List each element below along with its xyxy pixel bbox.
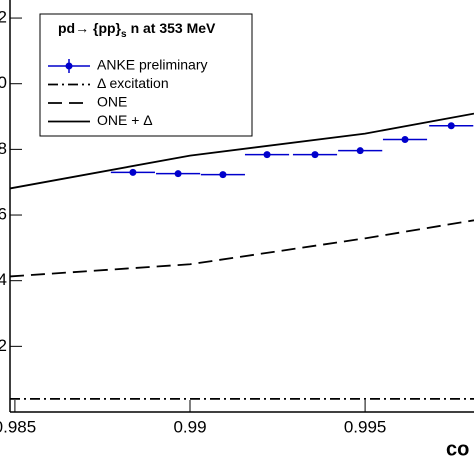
- y-tick-label: 1.2: [0, 8, 7, 27]
- y-tick-label: 0.2: [0, 336, 7, 355]
- data-point: [447, 122, 455, 130]
- line-series: [9, 219, 474, 278]
- legend-label: ANKE preliminary: [97, 57, 207, 73]
- legend-label: Δ excitation: [97, 75, 169, 91]
- title-main: pd→ {pp}: [58, 20, 122, 36]
- y-tick-label: 0.8: [0, 139, 7, 158]
- data-point: [263, 151, 271, 159]
- title-suffix: n at 353 MeV: [131, 20, 216, 36]
- x-axis-label: co: [446, 438, 469, 460]
- data-point: [401, 136, 409, 144]
- y-tick-label: 0.4: [0, 270, 7, 289]
- legend-marker: [65, 62, 73, 70]
- line-series: [9, 112, 474, 190]
- chart-title: pd→ {pp}s n at 353 MeV: [58, 20, 216, 40]
- x-tick-label: 0.985: [0, 417, 36, 436]
- data-point: [356, 147, 364, 155]
- legend-label: ONE: [97, 94, 127, 110]
- data-point: [129, 168, 137, 176]
- y-tick-label: 1.0: [0, 73, 7, 92]
- legend-label: ONE + Δ: [97, 112, 153, 128]
- data-point: [219, 171, 227, 179]
- y-tick-label: 0.6: [0, 205, 7, 224]
- data-point: [311, 151, 319, 159]
- x-tick-label: 0.99: [173, 417, 206, 436]
- legend-box: [39, 13, 253, 137]
- title-subscript: s: [121, 29, 127, 40]
- data-point: [174, 170, 182, 178]
- x-tick-label: 0.995: [344, 417, 387, 436]
